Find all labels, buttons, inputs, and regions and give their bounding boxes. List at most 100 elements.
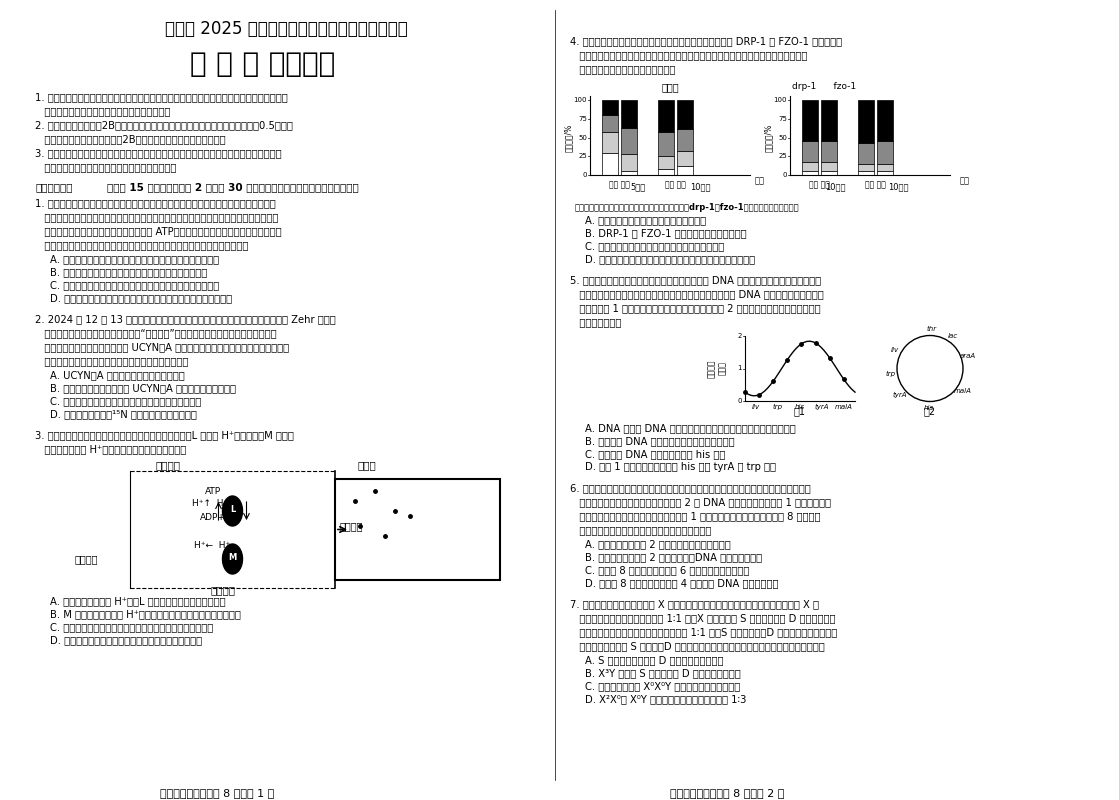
Text: 粒体的影响结果。下列叙述错误的是: 粒体的影响结果。下列叙述错误的是	[570, 64, 676, 74]
Text: 控，肌肉细胞衰老过程中线粒体碎片化会增加。下图是研究运动对线虫衰老肌肉细胞线: 控，肌肉细胞衰老过程中线粒体碎片化会增加。下图是研究运动对线虫衰老肌肉细胞线	[570, 50, 808, 60]
Text: 细胞比例/%: 细胞比例/%	[564, 123, 573, 152]
Text: B. DRP-1 和 FZO-1 基因都会抑制线粒体碎片化: B. DRP-1 和 FZO-1 基因都会抑制线粒体碎片化	[585, 228, 746, 238]
Bar	[877, 164, 893, 171]
Bar	[858, 164, 874, 171]
Bar	[858, 171, 874, 175]
Text: A. 经有丝分裂产生的 2 个精原细胞，均含羟化嘧啶: A. 经有丝分裂产生的 2 个精原细胞，均含羟化嘧啶	[585, 539, 731, 549]
Text: 无法直接从大气中固定氮气的认知。下列叙述正确的是: 无法直接从大气中固定氮气的认知。下列叙述正确的是	[35, 356, 188, 366]
Bar	[621, 128, 637, 154]
Text: tyrA: tyrA	[893, 392, 908, 398]
Text: C. 大肠杆菌 DNA 的复制起点位于 his 附近: C. 大肠杆菌 DNA 的复制起点位于 his 附近	[585, 449, 725, 459]
Bar	[602, 153, 618, 175]
Text: 胞间连丝: 胞间连丝	[340, 522, 364, 531]
Text: 基因出现
的频率: 基因出现 的频率	[707, 359, 726, 378]
Text: D. 产生的 8 个精子中，最多有 4 个精细胞 DNA 序列发生改变: D. 产生的 8 个精子中，最多有 4 个精细胞 DNA 序列发生改变	[585, 578, 779, 588]
Text: 25: 25	[579, 154, 587, 159]
Text: 生 物 试 题（一）: 生 物 试 题（一）	[190, 50, 336, 78]
Text: ilv: ilv	[891, 346, 899, 353]
Text: ATP: ATP	[205, 487, 220, 496]
Text: M: M	[228, 553, 236, 562]
Text: araA: araA	[960, 353, 976, 359]
Text: A. 衰老肌肉细胞的主要供能方式是有氧呼吸: A. 衰老肌肉细胞的主要供能方式是有氧呼吸	[585, 215, 706, 225]
Bar	[877, 100, 893, 142]
Bar	[658, 131, 674, 155]
Text: tyrA: tyrA	[815, 404, 829, 410]
Text: 75: 75	[579, 116, 587, 122]
Text: 7. 果蝇的性别分化受体细胞中 X 染色体条数与染色体组数的比例调控。当体细胞中 X 染: 7. 果蝇的性别分化受体细胞中 X 染色体条数与染色体组数的比例调控。当体细胞中…	[570, 599, 819, 609]
Text: 1. 细胞膜磷脂分子的运动主要包括侧向移动和内外翻动两种形式。胆固醇分子与磷脂分子: 1. 细胞膜磷脂分子的运动主要包括侧向移动和内外翻动两种形式。胆固醇分子与磷脂分…	[35, 198, 275, 208]
Text: D. 可用放射性同位素¹⁵N 追踪硝基质体的固氮过程: D. 可用放射性同位素¹⁵N 追踪硝基质体的固氮过程	[50, 409, 197, 419]
Text: A. DNA 复制时 DNA 聚合酶的作用是按照碱基互补配对原则构建氢键: A. DNA 复制时 DNA 聚合酶的作用是按照碱基互补配对原则构建氢键	[585, 423, 796, 433]
Text: A. 向筛管细胞外运输 H⁺时，L 的空间构象会发生可逆性改变: A. 向筛管细胞外运输 H⁺时，L 的空间构象会发生可逆性改变	[50, 596, 226, 606]
Text: 细胞比例/%: 细胞比例/%	[763, 123, 772, 152]
Text: 一、选择题：: 一、选择题：	[35, 182, 73, 192]
Bar	[658, 155, 674, 169]
Text: 色体条数与染色体组数的比例为 1∶1 时，X 染色体上的 S 基因表达，使 D 基因表达为甲: 色体条数与染色体组数的比例为 1∶1 时，X 染色体上的 S 基因表达，使 D …	[570, 613, 836, 623]
Text: 筛管细胞: 筛管细胞	[210, 585, 235, 595]
Text: 图2: 图2	[924, 406, 937, 416]
Text: A. S 基因的表达产物对 D 基因的表达没有影响: A. S 基因的表达产物对 D 基因的表达没有影响	[585, 655, 724, 665]
Text: ADP+Pi: ADP+Pi	[199, 513, 233, 522]
Text: 本题共 15 个小题，每小题 2 分，共 30 分。每小题只有一个选项符合题目要求。: 本题共 15 个小题，每小题 2 分，共 30 分。每小题只有一个选项符合题目要…	[107, 182, 359, 192]
Bar	[602, 131, 618, 153]
Bar	[621, 170, 637, 175]
Bar	[602, 115, 618, 131]
Bar	[335, 479, 500, 580]
Text: 5. 种群数量快速增长的大肠杆菌菌群中几乎所有的 DNA 都在复制，且距离复制起点越近: 5. 种群数量快速增长的大肠杆菌菌群中几乎所有的 DNA 都在复制，且距离复制起…	[570, 275, 821, 285]
Text: B. 细胞膜的不对称性仅与膜两侧蛋白质的不均匀分布有关: B. 细胞膜的不对称性仅与膜两侧蛋白质的不均匀分布有关	[50, 267, 207, 277]
Text: 1: 1	[737, 366, 742, 371]
Text: 细胞器是古海藻吞噬了一种名为 UCYN－A 的固氮细菌进化而来，颠覆了以往真核生物: 细胞器是古海藻吞噬了一种名为 UCYN－A 的固氮细菌进化而来，颠覆了以往真核生…	[35, 342, 289, 352]
Bar	[802, 171, 818, 175]
Text: 蔗糖分子: 蔗糖分子	[75, 554, 98, 564]
Text: 10日龄: 10日龄	[825, 182, 845, 191]
Text: 野生型: 野生型	[661, 82, 679, 92]
Bar	[877, 142, 893, 164]
Text: B. 大肠杆菌 DNA 复制是多起点复制、半保留复制: B. 大肠杆菌 DNA 复制是多起点复制、半保留复制	[585, 436, 735, 446]
Text: 1. 答卷前，考生先将自己的姓名、考生号、座号填写在相应位置，认真核对条形码上的姓名、: 1. 答卷前，考生先将自己的姓名、考生号、座号填写在相应位置，认真核对条形码上的…	[35, 92, 288, 102]
Text: A. 温度变化主要通过影响磷脂分子的内外翻动影响膜的流动性: A. 温度变化主要通过影响磷脂分子的内外翻动影响膜的流动性	[50, 254, 219, 264]
Bar	[802, 142, 818, 162]
Text: 筛管细胞: 筛管细胞	[156, 460, 180, 470]
Text: 0: 0	[782, 172, 787, 178]
Text: 的位置。图 1 为大肠杆菌的部分基因出现的频率，图 2 为大肠杆菌的部分基因图谱。下: 的位置。图 1 为大肠杆菌的部分基因出现的频率，图 2 为大肠杆菌的部分基因图谱…	[570, 303, 820, 313]
Text: D. 抑制磷脂转运酶基因的表达，可能会降低浆细胞分泌抗体的功能: D. 抑制磷脂转运酶基因的表达，可能会降低浆细胞分泌抗体的功能	[50, 293, 232, 303]
Text: 2. 选择题答案必须使用2B铅笔（按填涂样例）正确填涂；非选择题答案必须使用0.5毫米黑: 2. 选择题答案必须使用2B铅笔（按填涂样例）正确填涂；非选择题答案必须使用0.…	[35, 120, 293, 130]
Text: 3. 请按照题号在各题目的答题区域内作答，超出答题区域书写的答案无效；在草稿纸、试题: 3. 请按照题号在各题目的答题区域内作答，超出答题区域书写的答案无效；在草稿纸、…	[35, 148, 282, 158]
Text: thr: thr	[927, 326, 937, 331]
Text: C. 推测硝基质体可能和叶绿体一样，都具有双层膜结构: C. 推测硝基质体可能和叶绿体一样，都具有双层膜结构	[50, 396, 201, 406]
Bar	[658, 169, 674, 175]
Text: D. 蔗糖分子通过胞间连丝进入库细胞的方式为协助扩散: D. 蔗糖分子通过胞间连丝进入库细胞的方式为协助扩散	[50, 635, 203, 645]
Text: C. 蔗糖分子进人筛管细胞的过程不消耗能量，属于被动运输: C. 蔗糖分子进人筛管细胞的过程不消耗能量，属于被动运输	[50, 622, 214, 632]
Bar	[821, 100, 837, 142]
Ellipse shape	[223, 496, 243, 526]
Text: 图1: 图1	[794, 406, 806, 416]
Bar	[821, 162, 837, 171]
Bar	[677, 100, 693, 129]
Text: malA: malA	[953, 389, 971, 394]
Text: 发生烃化，转移到不含经处的培养液进行 1 次有丝分裂后再减数分裂，产生 8 个精子。: 发生烃化，转移到不含经处的培养液进行 1 次有丝分裂后再减数分裂，产生 8 个精…	[570, 511, 820, 521]
Text: D. 与突变体相比较，运动对野生型防止线粒体碎片化效果更好: D. 与突变体相比较，运动对野生型防止线粒体碎片化效果更好	[585, 254, 755, 264]
Text: 卷上答题无效。保持卡面清洁，不折叠、不破损。: 卷上答题无效。保持卡面清洁，不折叠、不破损。	[35, 162, 177, 172]
Text: 注：颜色越深代表细胞中的线粒体碎片化程度越高，drp-1、fzo-1代表相关隐性基因突变体: 注：颜色越深代表细胞中的线粒体碎片化程度越高，drp-1、fzo-1代表相关隐性…	[575, 203, 800, 212]
Text: 聊城市 2025 年普通高中学业水平等级考试模拟卷: 聊城市 2025 年普通高中学业水平等级考试模拟卷	[164, 20, 407, 38]
Text: 5日龄: 5日龄	[630, 182, 646, 191]
Text: 不考虑其他突变和染色体变异。下列叙述正确的是: 不考虑其他突变和染色体变异。下列叙述正确的是	[570, 525, 712, 535]
Text: B. 经有丝分裂产生的 2 个精原细胞，DNA 序列均发生改变: B. 经有丝分裂产生的 2 个精原细胞，DNA 序列均发生改变	[585, 552, 762, 562]
Bar	[858, 100, 874, 142]
Text: 变化，其精原细胞为非同源染色体上的 2 个 DNA 分子，在复制前各有 1 个羟嘧啶碱基: 变化，其精原细胞为非同源染色体上的 2 个 DNA 分子，在复制前各有 1 个羟…	[570, 497, 831, 507]
Text: ilv: ilv	[752, 404, 760, 410]
Text: 对照 运动: 对照 运动	[865, 180, 886, 189]
Text: 3. 下图表示蔗糖分子进人筛管细胞和库细胞的部分机制，L 为运输 H⁺的质子泵，M 为同时: 3. 下图表示蔗糖分子进人筛管细胞和库细胞的部分机制，L 为运输 H⁺的质子泵，…	[35, 430, 294, 440]
Text: B. 原始贝氏布拉藻与吞入的 UCYN－A 最初构成原始合作关系: B. 原始贝氏布拉藻与吞入的 UCYN－A 最初构成原始合作关系	[50, 383, 236, 393]
Text: trp: trp	[773, 404, 783, 410]
Text: C. 运动可减缓野生型线虫衰老引起的线粒体碎片化: C. 运动可减缓野生型线虫衰老引起的线粒体碎片化	[585, 241, 724, 251]
Text: 磷脂双分子层间的磷脂转运酶可通过水解 ATP，将具有特定头部基团的磷脂分子从胞外: 磷脂双分子层间的磷脂转运酶可通过水解 ATP，将具有特定头部基团的磷脂分子从胞外	[35, 226, 282, 236]
Text: his: his	[794, 404, 805, 410]
Bar	[858, 142, 874, 164]
Text: 100: 100	[574, 97, 587, 103]
Text: 0: 0	[737, 398, 742, 404]
Bar	[602, 100, 618, 115]
Text: 对照 运动: 对照 运动	[665, 180, 686, 189]
Text: C. 磷脂转运酶发挥作用可使磷脂分子头部在膜内，尾部在膜外: C. 磷脂转运酶发挥作用可使磷脂分子头部在膜内，尾部在膜外	[50, 280, 219, 290]
Text: 体发育成雄性；无 S 基因时，D 基因表达为乙蛋白，个体发育成雄性。下列叙述正确的是: 体发育成雄性；无 S 基因时，D 基因表达为乙蛋白，个体发育成雄性。下列叙述正确…	[570, 641, 825, 651]
